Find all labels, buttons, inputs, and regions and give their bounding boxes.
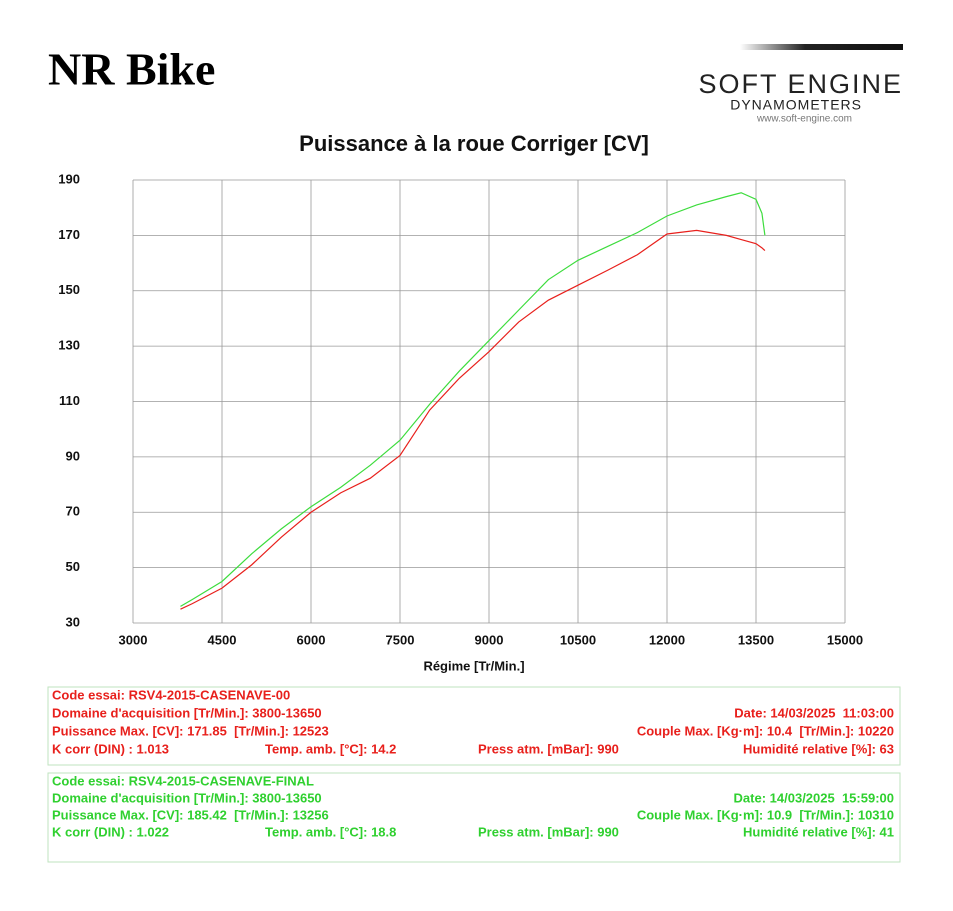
y-tick-label: 50 [66,559,80,574]
info-text: Code essai: RSV4-2015-CASENAVE-00 [52,687,290,702]
info-text: Couple Max. [Kg·m]: 10.9 [Tr/Min.]: 1031… [637,807,894,822]
y-tick-label: 150 [58,282,80,297]
logo: SOFT ENGINE [698,69,903,99]
y-tick-label: 130 [58,338,80,353]
info-text: Temp. amb. [°C]: 14.2 [265,741,396,756]
info-box [47,686,901,766]
x-tick-label: 15000 [827,632,863,647]
info-text: Date: 14/03/2025 11:03:00 [734,705,894,720]
x-tick-label: 3000 [119,632,148,647]
x-axis-label: Régime [Tr/Min.] [423,658,524,673]
y-tick-label: 170 [58,227,80,242]
info-text: Code essai: RSV4-2015-CASENAVE-FINAL [52,773,314,788]
logo-sub: DYNAMOMETERS [730,97,862,113]
power-curve [180,192,766,607]
x-tick-label: 12000 [649,632,685,647]
info-text: Domaine d'acquisition [Tr/Min.]: 3800-13… [52,705,322,720]
chart-title: Puissance à la roue Corriger [CV] [299,131,649,156]
x-tick-label: 7500 [386,632,415,647]
x-tick-label: 4500 [208,632,237,647]
power-curve [180,229,766,610]
y-tick-label: 110 [59,393,80,408]
info-text: Couple Max. [Kg·m]: 10.4 [Tr/Min.]: 1022… [637,723,894,738]
info-box [47,772,901,863]
info-text: K corr (DIN) : 1.013 [52,741,169,756]
x-tick-label: 10500 [560,632,596,647]
y-tick-label: 30 [66,614,80,629]
info-text: K corr (DIN) : 1.022 [52,824,169,839]
y-tick-label: 70 [66,504,80,519]
info-text: Humidité relative [%]: 41 [743,824,894,839]
x-tick-label: 6000 [297,632,326,647]
x-tick-label: 9000 [475,632,504,647]
y-tick-label: 190 [58,171,80,186]
logo-url: www.soft-engine.com [756,114,852,125]
info-text: Puissance Max. [CV]: 171.85 [Tr/Min.]: 1… [52,723,329,738]
page-title: NR Bike [48,44,215,95]
info-text: Press atm. [mBar]: 990 [478,741,619,756]
info-text: Date: 14/03/2025 15:59:00 [734,790,894,805]
info-text: Press atm. [mBar]: 990 [478,824,619,839]
info-text: Domaine d'acquisition [Tr/Min.]: 3800-13… [52,790,322,805]
info-text: Temp. amb. [°C]: 18.8 [265,824,396,839]
logo-bar [740,44,903,50]
info-text: Puissance Max. [CV]: 185.42 [Tr/Min.]: 1… [52,807,329,822]
info-text: Humidité relative [%]: 63 [743,741,894,756]
y-tick-label: 90 [66,448,80,463]
x-tick-label: 13500 [738,632,774,647]
